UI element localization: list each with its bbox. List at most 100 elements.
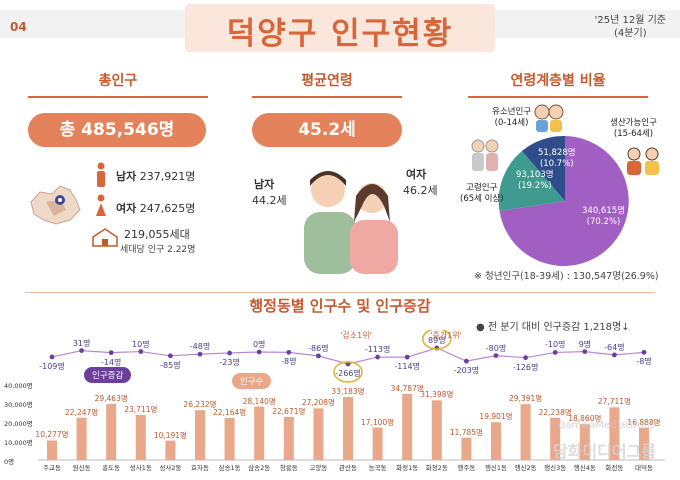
- change-value-label: -48명: [189, 342, 211, 352]
- pop-value-label: 31,398명: [420, 390, 454, 400]
- pop-badge: 인구수: [232, 373, 272, 389]
- as-of-line2: (4분기): [614, 28, 647, 39]
- male-count: 남자 237,921명: [116, 168, 195, 184]
- working-adults-icon: [627, 147, 659, 175]
- age-female-value: 46.2세: [403, 184, 438, 197]
- pop-bar: [639, 427, 649, 460]
- pop-value-label: 27,208명: [301, 398, 335, 408]
- watermark-latin: DamwaMediaGroup: [557, 420, 656, 431]
- change-value-label: -113명: [364, 345, 391, 355]
- pop-bar: [283, 416, 294, 460]
- change-point: [552, 350, 558, 355]
- change-value-label: -14명: [100, 357, 122, 367]
- pop-bar: [313, 408, 324, 460]
- dong-heading: 행정동별 인구수 및 인구증감: [249, 297, 431, 315]
- dong-name-label: 삼송1동: [218, 464, 241, 472]
- pop-value-label: 34,787명: [390, 383, 424, 393]
- pop-bar: [372, 427, 383, 460]
- title-tab: [185, 4, 495, 52]
- ytick-10000: 10,000명: [4, 439, 33, 447]
- change-point: [464, 358, 469, 364]
- pop-bar: [520, 404, 531, 460]
- as-of-date: '25년 12월 기준 (4분기): [595, 14, 666, 40]
- female-icon: [96, 194, 106, 216]
- youth-pct-label: 51,828명 (10.7%): [538, 148, 576, 170]
- change-point: [316, 353, 321, 359]
- working-pct-label: 340,615명 (70.2%): [582, 206, 625, 228]
- dong-name-label: 대덕동: [635, 464, 653, 472]
- working-label: 생산가능인구: [610, 118, 657, 128]
- age-male: 남자: [254, 176, 274, 192]
- age-heading: 평균연령: [252, 70, 402, 98]
- pop-value-label: 22,238명: [538, 407, 572, 417]
- dong-chart: [38, 330, 665, 461]
- pop-value-label: 18,860명: [568, 414, 602, 424]
- pop-bar: [461, 437, 472, 460]
- change-point: [79, 348, 84, 354]
- age-male-value: 44.2세: [252, 194, 287, 207]
- pop-bar: [609, 407, 620, 460]
- page-number: 04: [10, 20, 27, 34]
- dong-name-label: 성사2동: [159, 464, 182, 472]
- household-count: 219,055세대: [124, 228, 190, 241]
- change-point: [286, 349, 292, 355]
- pop-value-label: 16,888명: [627, 417, 661, 427]
- change-point: [582, 349, 588, 354]
- pop-bar: [76, 417, 87, 460]
- age-male-label: 남자: [254, 178, 275, 191]
- change-point: [523, 355, 528, 361]
- pie-slice-elder: [498, 151, 565, 211]
- pop-bar: [402, 393, 413, 460]
- pop-bar: [47, 440, 57, 460]
- pop-value-label: 29,391명: [509, 394, 543, 404]
- change-value-label: -10명: [544, 340, 566, 350]
- dong-name-label: 효자동: [191, 464, 209, 472]
- pop-value-label: 29,463명: [94, 394, 128, 404]
- change-point: [138, 349, 144, 354]
- dong-name-label: 주교동: [43, 464, 61, 472]
- female-count: 여자 247,625명: [116, 200, 195, 216]
- map-icon: [30, 185, 81, 225]
- change-point: [404, 354, 410, 360]
- dong-name-label: 창릉동: [279, 464, 298, 472]
- pop-bar: [579, 424, 590, 460]
- change-value-label: -23명: [219, 358, 240, 368]
- female-label: 여자: [116, 202, 137, 215]
- change-value-label: -114명: [394, 362, 420, 372]
- change-point: [612, 352, 617, 358]
- dong-name-label: 삼송2동: [248, 464, 271, 472]
- ytick-20000: 20,000명: [4, 420, 33, 428]
- dong-name-label: 화정2동: [425, 464, 448, 472]
- pop-value-label: 28,140명: [242, 396, 276, 406]
- pie-slice-youth: [522, 135, 565, 201]
- total-heading: 총인구: [28, 70, 208, 98]
- increase-highlight-circle: [422, 330, 452, 350]
- dong-name-label: 화정1동: [396, 464, 419, 472]
- house-icon: [92, 228, 118, 247]
- working-value: 340,615명: [582, 206, 625, 216]
- dong-name-label: 흥도동: [102, 464, 121, 472]
- dong-name-label: 행신3동: [544, 464, 567, 472]
- change-note: ● 전 분기 대비 인구증감 1,218명↓: [476, 322, 630, 333]
- header: [0, 0, 680, 58]
- age-pill: 45.2세: [252, 113, 402, 147]
- working-range: (15-64세): [613, 129, 654, 139]
- change-point: [227, 350, 233, 356]
- change-point: [641, 349, 647, 355]
- dong-name-label: 행신2동: [514, 464, 537, 472]
- pop-bar: [550, 417, 561, 460]
- age-ratio-pie: [498, 135, 629, 266]
- pop-bar: [254, 406, 265, 460]
- change-value-label: 10명: [132, 339, 150, 349]
- age-female: 여자: [406, 166, 426, 182]
- change-value-label: -266명: [335, 368, 361, 378]
- female-value: 247,625명: [139, 202, 196, 215]
- elder-range: (65세 이상): [460, 194, 504, 204]
- male-value: 237,921명: [139, 170, 196, 183]
- change-value-label: 9명: [578, 339, 592, 349]
- pop-value-label: 17,100명: [361, 417, 395, 427]
- pop-value-label: 10,277명: [35, 430, 69, 440]
- pop-value-label: 22,671명: [272, 406, 306, 416]
- change-point: [49, 354, 55, 360]
- pop-value-label: 11,785명: [449, 427, 483, 437]
